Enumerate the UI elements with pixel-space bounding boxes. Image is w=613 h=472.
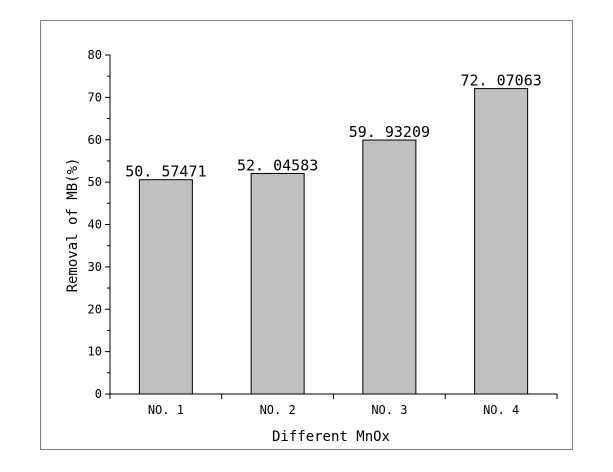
x-tick-label-4: NO. 4 bbox=[483, 403, 519, 417]
x-tick-label-3: NO. 3 bbox=[371, 403, 407, 417]
y-tick-label-0: 0 bbox=[95, 387, 102, 401]
y-axis-title: Removal of MB(%) bbox=[65, 158, 81, 293]
y-tick-label-40: 40 bbox=[88, 218, 102, 232]
x-tick-label-1: NO. 1 bbox=[148, 403, 184, 417]
x-axis-title: Different MnOx bbox=[272, 429, 390, 445]
data-label-3: 59. 93209 bbox=[349, 123, 430, 141]
data-labels-layer: 50. 57471 52. 04583 59. 93209 72. 07063 bbox=[125, 72, 542, 181]
y-tick-label-80: 80 bbox=[88, 48, 102, 62]
data-label-2: 52. 04583 bbox=[237, 156, 318, 174]
bar-2 bbox=[250, 172, 305, 395]
axes-layer: 0 10 20 30 40 50 60 70 80 NO. 1 NO. 2 NO. 3 NO. 4 bbox=[88, 48, 558, 417]
data-label-1: 50. 57471 bbox=[125, 163, 206, 181]
y-tick-label-10: 10 bbox=[88, 345, 102, 359]
data-label-4: 72. 07063 bbox=[460, 72, 541, 90]
bars-layer bbox=[138, 88, 529, 395]
bar-1 bbox=[138, 179, 193, 395]
y-tick-label-30: 30 bbox=[88, 260, 102, 274]
bar-4 bbox=[474, 88, 529, 395]
x-tick-label-2: NO. 2 bbox=[260, 403, 296, 417]
y-tick-label-50: 50 bbox=[88, 175, 102, 189]
y-tick-label-20: 20 bbox=[88, 302, 102, 316]
y-tick-label-70: 70 bbox=[88, 90, 102, 104]
y-tick-label-60: 60 bbox=[88, 133, 102, 147]
bar-3 bbox=[362, 139, 417, 395]
